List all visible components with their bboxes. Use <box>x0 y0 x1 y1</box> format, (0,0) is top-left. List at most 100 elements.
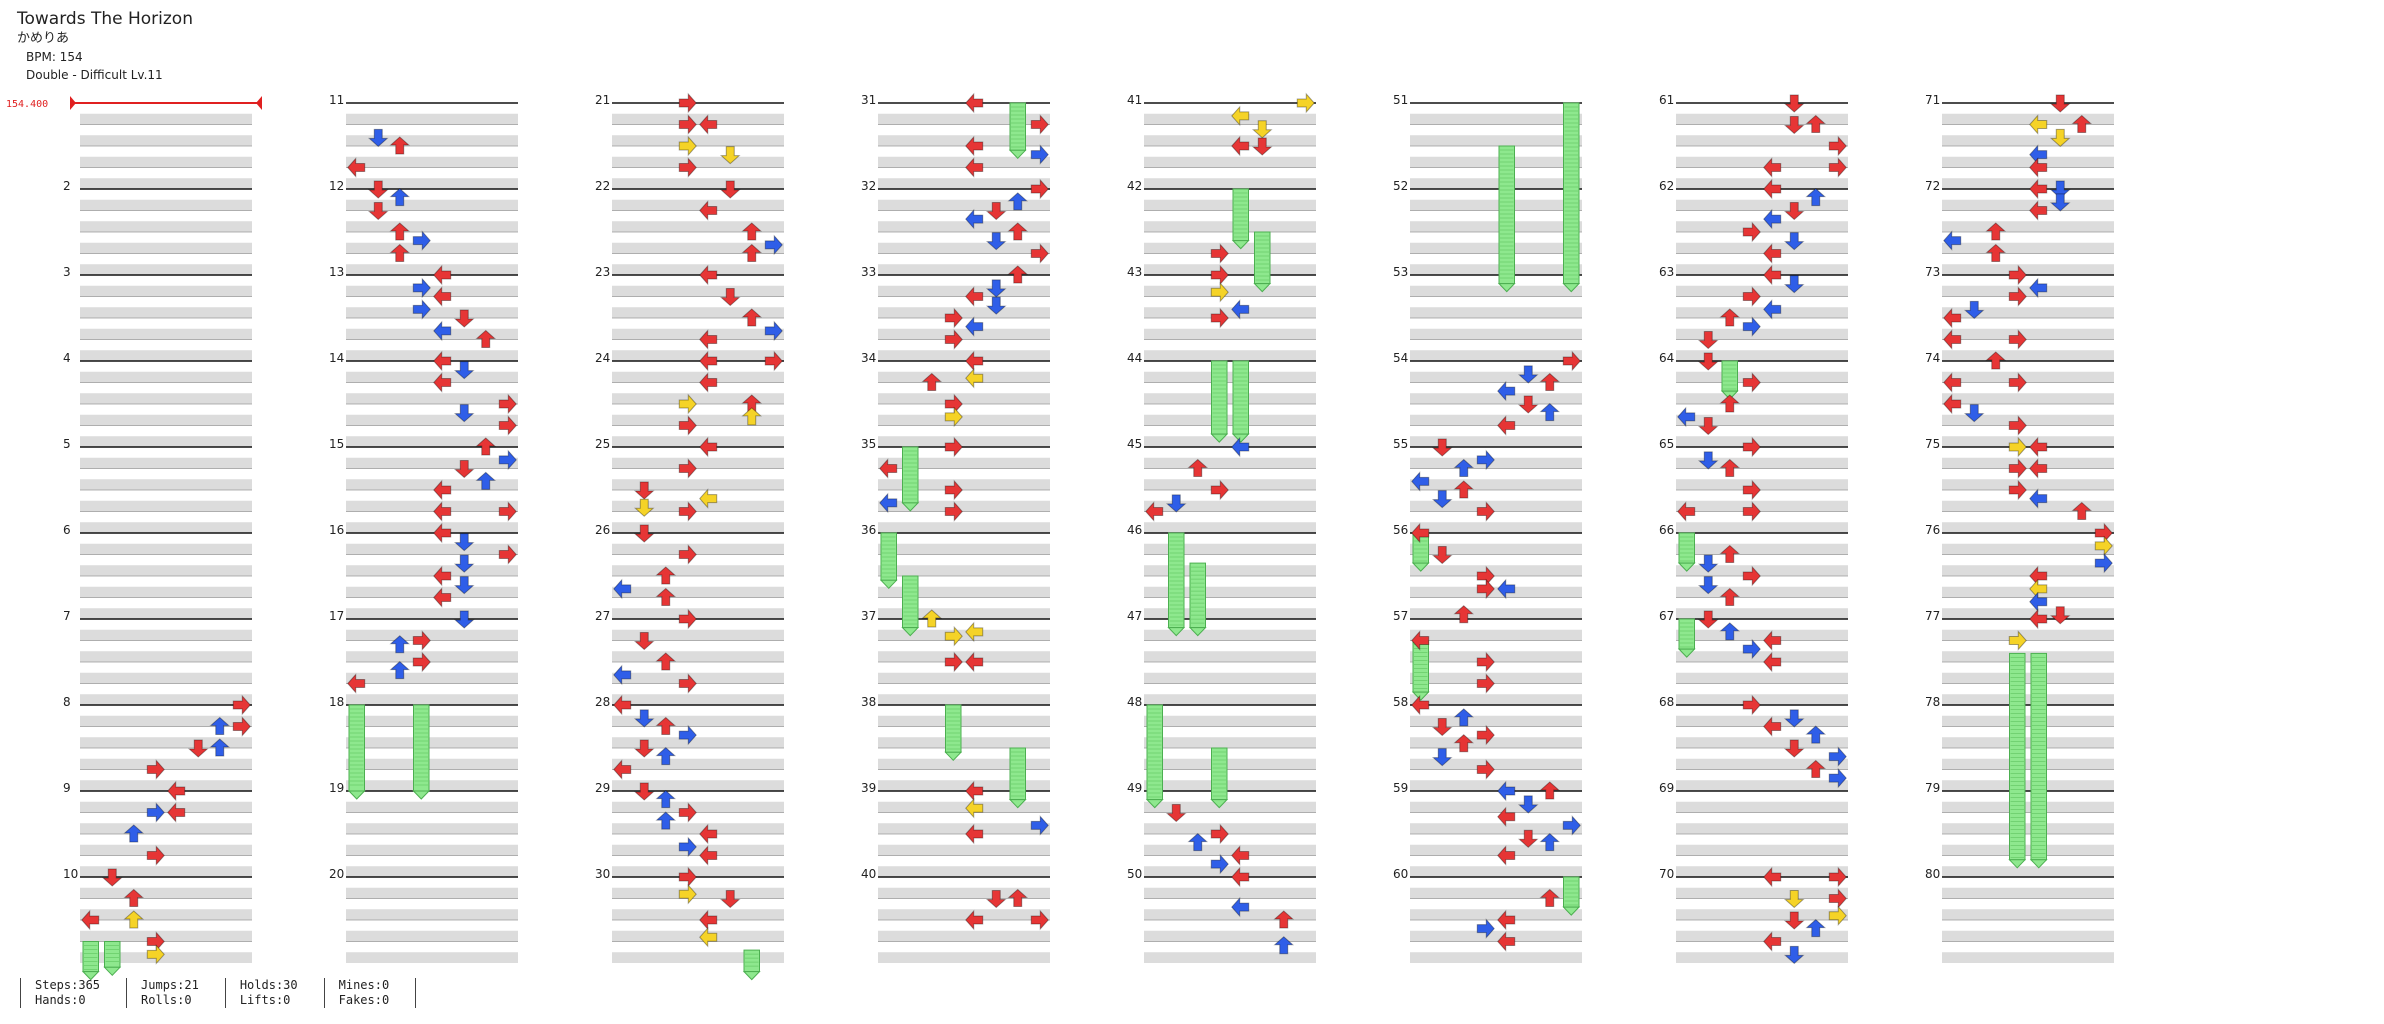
arrow-note <box>498 544 517 565</box>
beat-band <box>612 780 784 791</box>
beat-band <box>1942 393 2114 404</box>
arrow-note <box>699 114 718 135</box>
beat-band <box>80 285 252 297</box>
beat-band <box>1144 414 1316 426</box>
hold-note <box>1497 145 1516 293</box>
beat-band <box>80 930 252 942</box>
beat-band <box>346 199 518 211</box>
hold-note <box>1008 102 1027 160</box>
beat-band <box>1410 715 1582 727</box>
arrow-note <box>1210 281 1229 303</box>
arrow-note <box>1431 438 1453 457</box>
arrow-note <box>699 909 718 931</box>
measure-79 <box>1942 790 2114 877</box>
beat-band <box>1676 672 1848 684</box>
beat-band <box>80 715 252 727</box>
beat-band <box>612 952 784 963</box>
measure-23 <box>612 274 784 361</box>
beat-band <box>878 178 1050 189</box>
arrow-note <box>1697 554 1719 573</box>
arrow-note <box>1783 739 1805 758</box>
beat-band <box>1144 694 1316 705</box>
beat-band <box>80 350 252 361</box>
arrow-note <box>1411 630 1430 651</box>
measure-73 <box>1942 274 2114 361</box>
beat-band <box>80 199 252 211</box>
beat-band <box>1942 414 2114 426</box>
measure-2 <box>80 188 252 275</box>
arrow-note <box>1231 896 1250 918</box>
beat-band <box>1410 371 1582 383</box>
beat-band <box>1676 930 1848 942</box>
arrow-note <box>2094 552 2113 574</box>
arrow-note <box>1431 490 1453 509</box>
beat-band <box>878 457 1050 469</box>
hold-tail <box>1210 433 1229 443</box>
beat-band <box>346 715 518 727</box>
arrow-note <box>2029 114 2048 135</box>
measure-labels: 2345678910111213141516171819202122232425… <box>63 93 1940 881</box>
beat-band <box>80 844 252 856</box>
arrow-note <box>1251 137 1273 156</box>
arrow-note <box>453 576 475 595</box>
arrow-note <box>1210 243 1229 264</box>
hold-tail <box>412 790 431 800</box>
beat-band <box>878 715 1050 727</box>
measure-68 <box>1676 704 1848 791</box>
arrow-note <box>2008 436 2027 458</box>
beat-band <box>346 500 518 512</box>
measure-62 <box>1676 188 1848 275</box>
arrow-note <box>2094 535 2113 557</box>
beat-band <box>346 178 518 189</box>
beat-band <box>346 565 518 576</box>
beat-band <box>612 522 784 533</box>
measure-number: 54 <box>1393 351 1408 365</box>
arrow-note <box>879 492 898 514</box>
beat-band <box>80 780 252 791</box>
arrow-note <box>655 587 677 606</box>
beat-band <box>612 737 784 748</box>
arrow-note <box>1476 918 1495 939</box>
measure-11 <box>346 102 518 189</box>
beat-band <box>1410 565 1582 576</box>
arrow-note <box>944 307 963 329</box>
arrow-note <box>1763 157 1782 178</box>
arrow-note <box>965 780 984 802</box>
beat-band <box>1410 221 1582 232</box>
beat-band <box>878 909 1050 920</box>
beat-band <box>80 629 252 641</box>
measure-47 <box>1144 618 1316 705</box>
beat-band <box>80 543 252 555</box>
beat-band <box>80 371 252 383</box>
arrow-note <box>699 926 718 948</box>
beat-band <box>1144 178 1316 189</box>
beat-band <box>878 543 1050 555</box>
measure-number: 76 <box>1925 523 1940 537</box>
arrow-note <box>1783 911 1805 930</box>
beat-band <box>346 156 518 168</box>
arrow-note <box>1763 264 1782 286</box>
measure-20 <box>346 876 518 963</box>
arrow-note <box>453 533 475 552</box>
measure-number: 49 <box>1127 781 1142 795</box>
beat-band <box>1144 844 1316 856</box>
hold-tail <box>1411 691 1430 701</box>
measure-number: 15 <box>329 437 344 451</box>
beat-band <box>1942 909 2114 920</box>
arrow-note <box>1719 458 1741 477</box>
arrow-note <box>2049 606 2071 625</box>
arrow-note <box>367 180 389 199</box>
measure-number: 10 <box>63 867 78 881</box>
arrow-note <box>1453 458 1475 477</box>
beat-band <box>1942 608 2114 619</box>
arrow-note <box>1165 804 1187 823</box>
arrow-note <box>965 621 984 643</box>
arrow-note <box>101 868 123 887</box>
beat-band <box>1410 178 1582 189</box>
arrow-note <box>433 320 452 342</box>
beat-band <box>1942 715 2114 727</box>
arrow-note <box>1805 114 1827 133</box>
arrow-note <box>2049 193 2071 212</box>
arrow-note <box>2029 488 2048 509</box>
beat-band <box>878 629 1050 641</box>
